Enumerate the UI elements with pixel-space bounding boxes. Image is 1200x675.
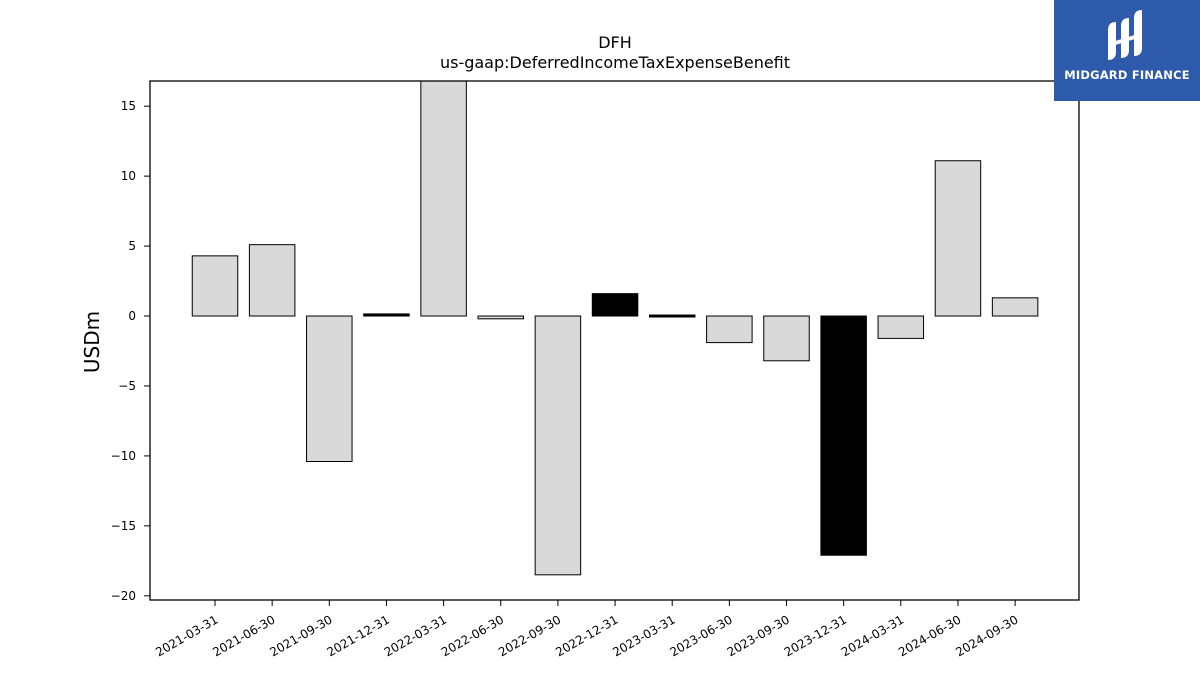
x-tick-label: 2022-09-30 (496, 612, 563, 659)
bar-2022-09-30 (534, 315, 582, 576)
bar-2021-12-31 (363, 313, 410, 317)
bar-2021-09-30 (306, 315, 353, 463)
chart-title: DFH (598, 33, 632, 52)
bar-2022-03-31 (420, 80, 467, 317)
x-tick-label: 2021-03-31 (153, 612, 220, 659)
y-tick-label: 10 (121, 169, 136, 183)
plot-frame (149, 80, 1080, 601)
y-tick-label: 5 (128, 239, 136, 253)
x-tick-label: 2024-03-31 (839, 612, 906, 659)
chart-subtitle: us-gaap:DeferredIncomeTaxExpenseBenefit (440, 53, 790, 72)
x-tick-label: 2021-12-31 (325, 612, 392, 659)
brand-name: MIDGARD FINANCE (1064, 68, 1190, 82)
x-tick-label: 2021-09-30 (267, 612, 334, 659)
x-tick-label: 2022-03-31 (382, 612, 449, 659)
bar-2024-09-30 (991, 297, 1039, 317)
y-tick-label: −10 (111, 449, 136, 463)
y-tick-label: −20 (111, 589, 136, 603)
x-tick-label: 2022-06-30 (439, 612, 506, 659)
bar-2021-03-31 (191, 255, 239, 317)
x-tick-label: 2024-09-30 (953, 612, 1020, 659)
y-ticks: 15 10 5 0 −5 −10 −15 −20 (111, 99, 150, 603)
bar-2024-06-30 (934, 160, 982, 317)
midgard-logo-icon (1108, 10, 1142, 60)
y-tick-label: 0 (128, 309, 136, 323)
y-tick-label: 15 (121, 99, 136, 113)
bar-2023-12-31 (820, 315, 867, 556)
bar-2023-03-31 (648, 314, 696, 318)
x-tick-label: 2023-06-30 (667, 612, 734, 659)
bar-2022-12-31 (591, 293, 639, 317)
x-tick-label: 2023-09-30 (725, 612, 792, 659)
x-tick-label: 2023-03-31 (610, 612, 677, 659)
y-tick-label: −15 (111, 519, 136, 533)
x-ticks: 2021-03-312021-06-302021-09-302021-12-31… (153, 600, 1021, 659)
bar-2023-09-30 (763, 315, 810, 362)
bar-2024-03-31 (877, 315, 925, 339)
x-tick-label: 2022-12-31 (553, 612, 620, 659)
x-tick-label: 2023-12-31 (782, 612, 849, 659)
y-tick-label: −5 (118, 379, 136, 393)
x-tick-label: 2024-06-30 (896, 612, 963, 659)
y-axis-label: USDm (80, 311, 104, 373)
bar-2022-06-30 (477, 315, 524, 320)
brand-logo: MIDGARD FINANCE (1054, 0, 1200, 101)
bar-2023-06-30 (706, 315, 753, 344)
bars-layer (191, 80, 1039, 576)
x-tick-label: 2021-06-30 (210, 612, 277, 659)
bar-2021-06-30 (248, 244, 296, 317)
